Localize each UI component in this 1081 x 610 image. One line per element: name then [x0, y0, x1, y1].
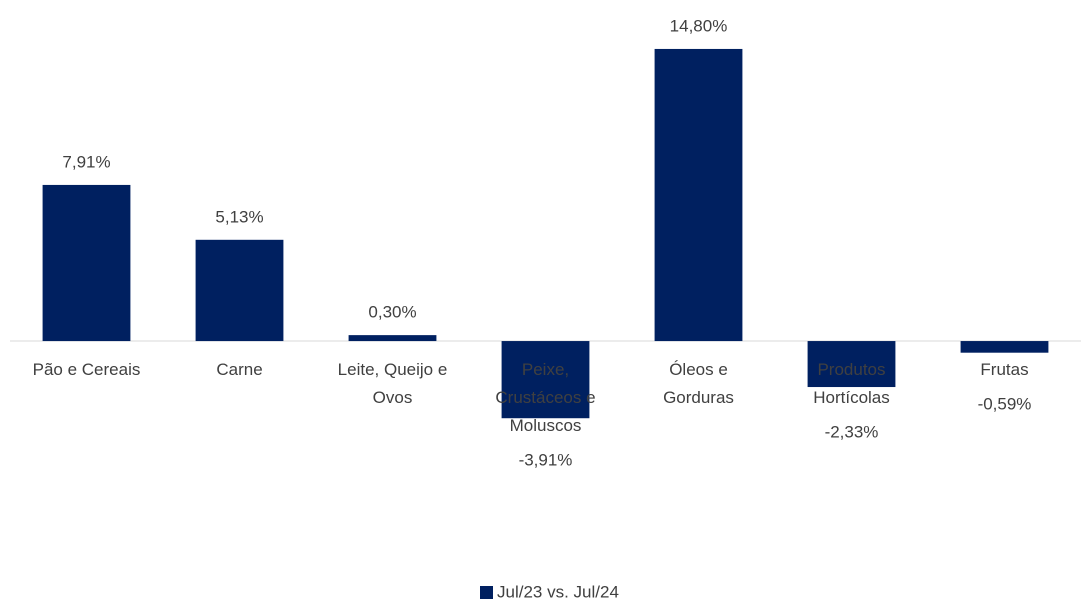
bar: [960, 341, 1049, 353]
x-tick-label-line: Óleos e: [669, 361, 728, 380]
x-tick-label-line: Pão e Cereais: [33, 361, 141, 380]
x-tick-label-line: Ovos: [373, 389, 413, 408]
x-tick-label: Peixe, Crustáceos e Moluscos: [495, 361, 595, 436]
x-tick-label-line: Produtos: [817, 361, 885, 380]
x-tick-label: Frutas: [980, 361, 1028, 380]
data-label: -0,59%: [978, 395, 1032, 414]
data-label: 0,30%: [368, 303, 416, 322]
x-tick-label-line: Carne: [216, 361, 262, 380]
bar: [195, 239, 284, 342]
bar: [654, 48, 743, 342]
x-tick-label: Carne: [216, 361, 262, 380]
x-tick-label: Leite, Queijo e Ovos: [338, 361, 448, 408]
x-tick-label: Óleos e Gorduras: [663, 361, 734, 408]
bar: [501, 341, 590, 419]
x-tick-label-line: Hortícolas: [813, 389, 890, 408]
x-tick-label: Pão e Cereais: [33, 361, 141, 380]
bar: [348, 335, 437, 342]
data-label: 7,91%: [62, 152, 110, 171]
bar: [807, 341, 896, 388]
data-label: 5,13%: [215, 207, 263, 226]
x-tick-label-line: Gorduras: [663, 389, 734, 408]
legend-label: Jul/23 vs. Jul/24: [497, 582, 619, 601]
x-tick-label-line: Leite, Queijo e: [338, 361, 448, 380]
data-label: -2,33%: [825, 423, 879, 442]
legend-swatch: [480, 586, 493, 599]
x-tick-label-line: Crustáceos e: [495, 389, 595, 408]
bar: [42, 184, 131, 342]
x-tick-label: Produtos Hortícolas: [813, 361, 890, 408]
x-tick-label-line: Peixe,: [522, 361, 569, 380]
x-tick-label-line: Moluscos: [510, 417, 582, 436]
x-tick-label-line: Frutas: [980, 361, 1028, 380]
data-label: 14,80%: [670, 16, 728, 35]
legend: Jul/23 vs. Jul/24: [480, 582, 619, 601]
data-label: -3,91%: [519, 451, 573, 470]
